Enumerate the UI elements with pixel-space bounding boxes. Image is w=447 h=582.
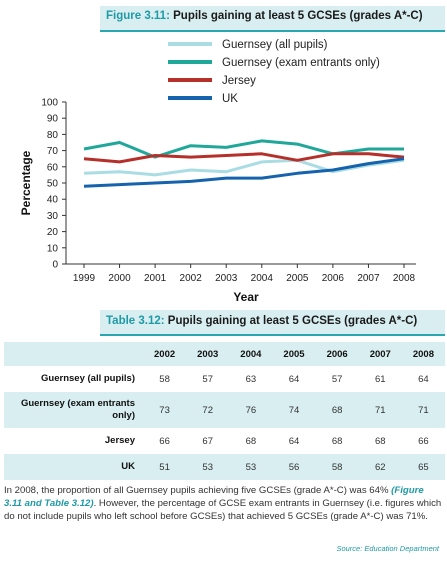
year-header: 2002: [143, 342, 187, 366]
legend-label: UK: [222, 93, 238, 105]
table-cell: 56: [272, 454, 316, 480]
row-label: Guernsey (exam entrants only): [4, 392, 143, 428]
y-tick-label: 20: [47, 227, 59, 238]
source-note: Source: Education Department: [336, 544, 439, 553]
table-cell: 61: [374, 373, 386, 385]
year-header: 2004: [229, 342, 273, 366]
y-tick-label: 80: [47, 130, 59, 141]
table-row: Guernsey (all pupils) 58 57 63 64 57 61 …: [4, 366, 445, 392]
table-cell: 76: [229, 392, 273, 428]
x-tick-label: 2004: [251, 273, 274, 284]
x-tick-label: 2003: [215, 273, 238, 284]
table-cell: 72: [186, 392, 230, 428]
table-cell: 68: [315, 392, 359, 428]
table-cell: 65: [401, 454, 445, 480]
chart-area: 0 10 20 30 40 50 60 70 80 90 100 1999 2000 2001 2002 20…: [0, 32, 447, 307]
x-tick-label: 2008: [393, 273, 416, 284]
paragraph-text: . However, the percentage of GCSE exam e…: [4, 498, 442, 522]
year-header: 2005: [272, 342, 316, 366]
table-cell: 53: [186, 454, 230, 480]
y-tick-label: 0: [52, 260, 58, 271]
x-tick-label: 2000: [108, 273, 131, 284]
table-header: Table 3.12: Pupils gaining at least 5 GC…: [100, 310, 445, 336]
table-cell: 71: [358, 392, 402, 428]
figure-header: Figure 3.11: Pupils gaining at least 5 G…: [100, 6, 445, 32]
table-header-row: 2002 2003 2004 2005 2006 2007 2008: [4, 342, 445, 366]
y-tick-label: 90: [47, 114, 59, 125]
table-cell: 51: [143, 454, 187, 480]
legend-label: Jersey: [222, 75, 256, 87]
year-header: 2007: [358, 342, 402, 366]
x-tick-label: 2007: [357, 273, 380, 284]
data-table: 2002 2003 2004 2005 2006 2007 2008 Guern…: [4, 342, 445, 480]
legend-label: Guernsey (all pupils): [222, 39, 328, 51]
y-tick-label: 40: [47, 195, 59, 206]
table-title: Table 3.12: Pupils gaining at least 5 GC…: [106, 315, 417, 327]
year-header: 2008: [401, 342, 445, 366]
y-tick-label: 60: [47, 162, 59, 173]
table-cell: 64: [288, 435, 300, 447]
table-cell: 58: [159, 373, 170, 385]
x-tick-label: 2002: [180, 273, 203, 284]
y-tick-label: 70: [47, 146, 59, 157]
y-tick-label: 30: [47, 211, 59, 222]
table-cell: 58: [315, 454, 359, 480]
figure-reference: (Figure 3.11 and Table 3.12): [4, 485, 424, 509]
x-tick-label: 1999: [73, 273, 96, 284]
y-tick-label: 50: [47, 179, 59, 190]
x-tick-label: 2006: [322, 273, 345, 284]
table-corner-cell: [4, 342, 143, 366]
row-label: Jersey: [104, 435, 135, 446]
y-axis-title: Percentage: [19, 150, 33, 215]
table-row: Guernsey (exam entrants only) 73 72 76 7…: [4, 392, 445, 428]
table-cell: 67: [202, 435, 213, 447]
table-number: Table 3.12:: [106, 315, 165, 327]
row-label: Guernsey (all pupils): [41, 373, 135, 384]
x-tick-label: 2001: [144, 273, 167, 284]
table-cell: 64: [418, 373, 429, 385]
table-cell: 68: [374, 435, 386, 447]
x-tick-label: 2005: [286, 273, 309, 284]
table-cell: 74: [272, 392, 316, 428]
table-row: Jersey 66 67 68 64 68 68 66: [4, 428, 445, 454]
table-cell: 64: [288, 373, 300, 385]
table-cell: 62: [358, 454, 402, 480]
series-line: [83, 152, 405, 164]
year-header: 2006: [315, 342, 359, 366]
figure-title: Figure 3.11: Pupils gaining at least 5 G…: [106, 10, 423, 22]
table-cell: 57: [331, 373, 343, 385]
table-cell: 57: [202, 373, 213, 385]
row-label: UK: [4, 454, 143, 480]
legend-label: Guernsey (exam entrants only): [222, 57, 380, 69]
x-axis-title: Year: [233, 290, 259, 304]
line-chart: 0 10 20 30 40 50 60 70 80 90 100 1999 2000 2001 2002 20…: [19, 39, 416, 304]
y-tick-label: 100: [41, 98, 58, 109]
figure-title-text: Pupils gaining at least 5 GCSEs (grades …: [173, 10, 423, 22]
year-header: 2003: [186, 342, 230, 366]
series-line: [83, 139, 404, 159]
table-cell: 66: [418, 435, 429, 447]
table-cell: 68: [245, 435, 257, 447]
series-line: [83, 157, 405, 188]
figure-number: Figure 3.11:: [106, 10, 170, 22]
body-paragraph: In 2008, the proportion of all Guernsey …: [4, 484, 444, 523]
table-cell: 71: [401, 392, 445, 428]
series-line: [83, 158, 405, 177]
paragraph-text: In 2008, the proportion of all Guernsey …: [4, 485, 392, 496]
table-cell: 63: [245, 373, 257, 385]
y-tick-label: 10: [47, 243, 59, 254]
table-cell: 73: [143, 392, 187, 428]
table-cell: 53: [229, 454, 273, 480]
table-title-text: Pupils gaining at least 5 GCSEs (grades …: [167, 315, 418, 327]
table-cell: 66: [159, 435, 170, 447]
table-cell: 68: [331, 435, 343, 447]
table-row: UK 51 53 53 56 58 62 65: [4, 454, 445, 480]
